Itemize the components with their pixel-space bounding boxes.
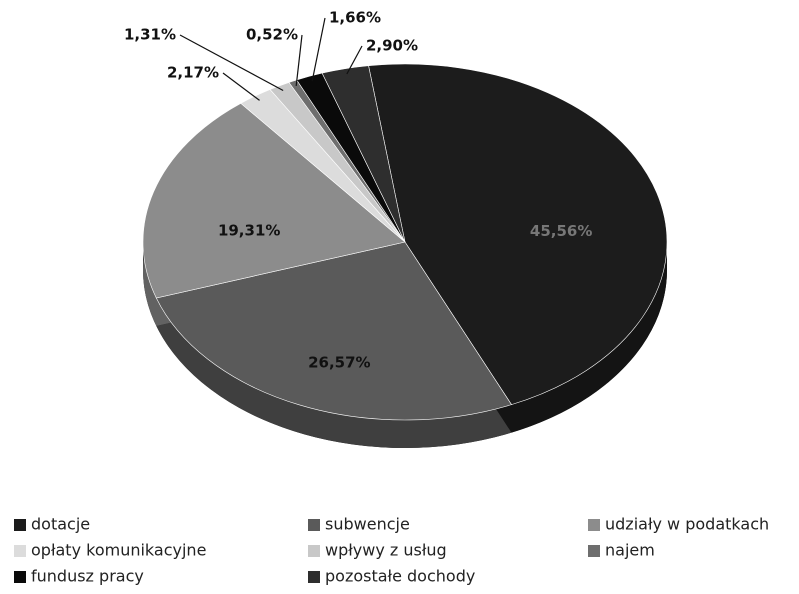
pie: 45,56% 26,57% 19,31% 2,17% 1,31% 0,52% 1,66% 2,… (124, 9, 668, 449)
legend-swatch (308, 545, 320, 557)
legend-label: opłaty komunikacyjne (31, 541, 206, 560)
pie-slice (155, 241, 512, 421)
legend-label: udziały w podatkach (605, 515, 769, 534)
legend: dotacje subwencje udziały w podatkach opłat… (14, 515, 769, 586)
leader-line (295, 34, 303, 87)
leader-line (311, 17, 326, 82)
data-label: 26,57% (308, 353, 370, 371)
legend-label: subwencje (325, 515, 410, 534)
legend-swatch (14, 571, 26, 583)
data-label: 1,66% (329, 9, 381, 27)
legend-swatch (308, 571, 320, 583)
pie-slice (321, 65, 406, 243)
legend-label: pozostałe dochody (325, 567, 475, 586)
legend-label: dotacje (31, 515, 90, 534)
leader-line (346, 45, 363, 75)
data-label: 2,90% (366, 37, 418, 55)
data-label: 45,56% (530, 222, 592, 240)
pie-slice (142, 102, 406, 299)
legend-swatch (14, 519, 26, 531)
data-label: 0,52% (246, 26, 298, 44)
pie-slice (368, 63, 668, 405)
legend-label: najem (605, 541, 655, 560)
legend-swatch (308, 519, 320, 531)
data-label: 19,31% (218, 221, 280, 239)
leader-line (222, 72, 260, 101)
legend-swatch (588, 519, 600, 531)
legend-label: fundusz pracy (31, 567, 144, 586)
legend-label: wpływy z usług (325, 541, 447, 560)
data-label: 2,17% (167, 64, 219, 82)
leader-line (179, 34, 284, 92)
legend-swatch (14, 545, 26, 557)
legend-swatch (588, 545, 600, 557)
data-label: 1,31% (124, 26, 176, 44)
